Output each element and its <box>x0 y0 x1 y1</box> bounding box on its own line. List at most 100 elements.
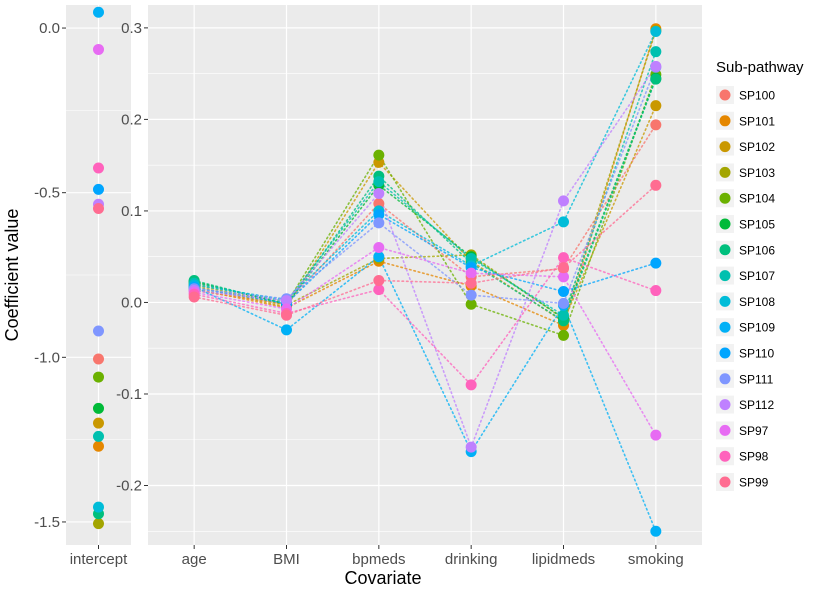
point-SP111-drinking <box>465 289 477 301</box>
legend-label: SP107 <box>739 269 775 283</box>
series-lines <box>193 27 657 533</box>
legend-item: SP97 <box>716 421 769 440</box>
point-SP109-bpmeds <box>373 251 385 263</box>
point-SP112-lipidmeds <box>558 195 569 207</box>
series-line-SP109 <box>193 255 657 533</box>
legend-label: SP97 <box>739 424 769 438</box>
legend-key-SP105 <box>719 218 731 230</box>
point-SP109-intercept <box>93 6 104 18</box>
point-SP109-smoking <box>650 525 662 537</box>
point-SP97-intercept <box>93 43 104 55</box>
point-SP112-BMI <box>281 295 292 307</box>
y-tick-label: -0.5 <box>34 185 60 202</box>
point-SP112-drinking <box>465 441 477 453</box>
covariate-panel <box>148 5 702 545</box>
covariate-panel-background <box>148 5 702 545</box>
y-tick-label: 0.3 <box>121 20 142 37</box>
axes: 0.0 -0.5 -1.0 -1.5 0.3 0.2 0.1 0.0 -0.1 -0.2 inter… <box>34 20 684 568</box>
point-SP107-lipidmeds <box>558 309 569 321</box>
legend: Sub-pathway SP100 SP101 SP102 SP103 SP104 SP1… <box>710 59 828 494</box>
point-SP99-smoking <box>650 179 662 191</box>
y-tick-label: -0.1 <box>116 386 142 403</box>
y-axis-title: Coefficient value <box>2 209 22 342</box>
legend-key-SP99 <box>719 476 731 488</box>
point-SP101-intercept <box>93 440 104 452</box>
x-tick-label: age <box>182 551 207 568</box>
point-SP97-drinking <box>465 267 477 279</box>
point-SP104-bpmeds <box>373 149 385 161</box>
x-tick-label: BMI <box>273 551 300 568</box>
point-SP104-lipidmeds <box>558 329 569 341</box>
point-SP107-bpmeds <box>373 176 385 188</box>
legend-label: SP102 <box>739 140 775 154</box>
y-tick-label: 0.1 <box>121 203 142 220</box>
series-line-SP98 <box>193 256 657 387</box>
legend-item: SP105 <box>716 215 775 233</box>
y-tick-label: 0.0 <box>39 20 60 37</box>
legend-item: SP108 <box>716 292 775 311</box>
x-tick-label: bpmeds <box>352 551 405 568</box>
legend-key-SP110 <box>719 347 731 359</box>
legend-item: SP99 <box>716 473 769 491</box>
point-SP111-lipidmeds <box>558 297 569 309</box>
point-SP100-intercept <box>93 353 104 365</box>
point-SP105-intercept <box>93 402 104 414</box>
intercept-points <box>93 6 104 530</box>
series-line-SP104 <box>193 73 657 337</box>
legend-item: SP103 <box>716 163 775 182</box>
point-SP104-intercept <box>93 371 104 383</box>
series-line-SP99 <box>193 184 657 317</box>
point-SP109-BMI <box>281 324 292 336</box>
y-tick-label: 0.0 <box>121 294 142 311</box>
point-SP98-smoking <box>650 285 662 297</box>
point-SP102-smoking <box>650 100 662 112</box>
point-SP98-lipidmeds <box>558 252 569 264</box>
series-line-SP100 <box>193 124 657 306</box>
legend-label: SP106 <box>739 243 775 257</box>
legend-key-SP111 <box>719 373 731 385</box>
point-SP107-intercept <box>93 430 104 442</box>
point-SP99-age <box>188 291 200 303</box>
legend-label: SP105 <box>739 218 775 232</box>
legend-item: SP104 <box>716 189 775 208</box>
series-line-SP111 <box>193 66 657 305</box>
x-tick-label: lipidmeds <box>532 551 595 568</box>
legend-label: SP101 <box>739 114 775 128</box>
point-SP111-bpmeds <box>373 217 385 229</box>
y-tick-label: -1.5 <box>34 514 60 531</box>
legend-item: SP101 <box>716 111 775 130</box>
legend-key-SP103 <box>719 166 731 178</box>
legend-key-SP102 <box>719 141 731 153</box>
legend-item: SP107 <box>716 266 775 285</box>
point-SP110-lipidmeds <box>558 285 569 297</box>
point-SP100-smoking <box>650 119 662 131</box>
x-axis-title: Covariate <box>344 568 421 588</box>
point-SP104-drinking <box>465 298 477 310</box>
legend-label: SP110 <box>739 347 774 361</box>
point-SP108-intercept <box>93 501 104 513</box>
point-SP99-drinking <box>465 277 477 289</box>
covariate-points <box>188 23 662 537</box>
legend-key-SP112 <box>719 399 731 411</box>
legend-label: SP100 <box>739 89 775 103</box>
point-SP110-intercept <box>93 183 104 195</box>
point-SP110-smoking <box>650 257 662 269</box>
y-tick-label: -1.0 <box>34 349 60 366</box>
point-SP111-intercept <box>93 325 104 337</box>
point-SP99-BMI <box>281 309 292 321</box>
point-SP98-bpmeds <box>373 284 385 296</box>
legend-item: SP112 <box>716 395 774 414</box>
legend-title: Sub-pathway <box>716 59 804 76</box>
point-SP108-lipidmeds <box>558 216 569 228</box>
legend-label: SP98 <box>739 450 769 464</box>
legend-item: SP110 <box>716 344 774 362</box>
y-tick-label: 0.2 <box>121 111 142 128</box>
point-SP110-bpmeds <box>373 209 385 221</box>
series-line-SP112 <box>193 65 657 450</box>
legend-item: SP109 <box>716 318 775 337</box>
legend-key-SP101 <box>719 115 731 127</box>
x-tick-label: drinking <box>445 551 498 568</box>
series-line-SP103 <box>193 29 657 321</box>
legend-item: SP106 <box>716 240 775 259</box>
